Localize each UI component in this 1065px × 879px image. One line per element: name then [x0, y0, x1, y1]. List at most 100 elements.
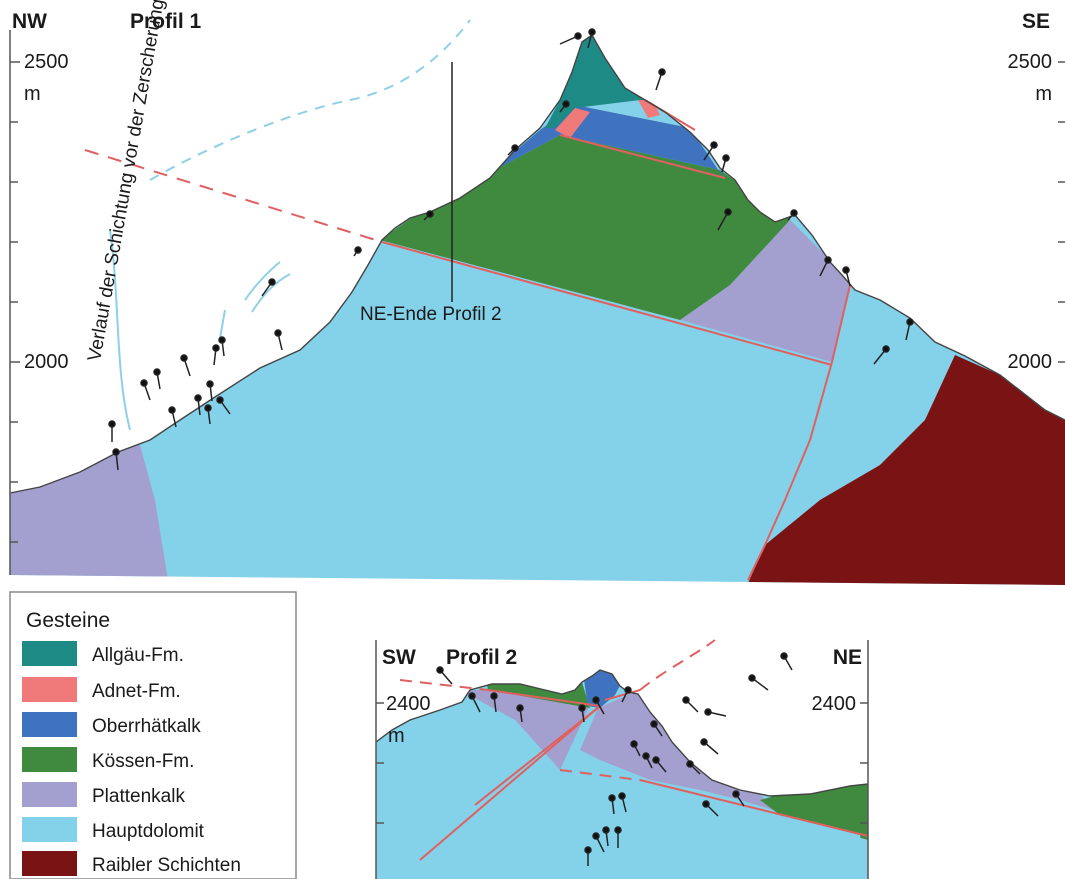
profile-1-title: Profil 1 — [130, 10, 202, 33]
fault-main-detachment — [381, 241, 833, 366]
dip-symbol — [721, 154, 730, 173]
dip-symbol — [686, 760, 701, 775]
profile-1-adnet-2 — [638, 96, 660, 118]
profile-2-terrain-outline — [375, 669, 869, 797]
dip-symbol — [592, 832, 605, 853]
profile-1-dir-right: SE — [1022, 10, 1050, 33]
legend-swatch-allgaeu — [22, 641, 77, 666]
p2-fault-dashed-lower — [559, 769, 641, 781]
profile-1: NW Profil 1 SE 2500 m 2500 m 2000 2000 V… — [9, 0, 1065, 585]
dip-symbol — [218, 336, 226, 357]
legend-label-allgaeu: Allgäu-Fm. — [92, 645, 184, 666]
dip-symbol — [717, 208, 732, 231]
profile-2-plattenkalk-left-body — [460, 690, 590, 770]
p2-fault-dashed-left — [399, 679, 489, 691]
profile-1-annotation-bedding: Verlauf der Schichtung vor der Zerscheru… — [84, 0, 169, 363]
dip-symbol — [703, 141, 718, 161]
dip-symbol — [652, 756, 667, 773]
profile-2-faults — [399, 639, 869, 861]
dip-symbol — [748, 674, 769, 691]
dip-symbol — [206, 380, 214, 402]
dip-symbol — [642, 752, 653, 769]
profile-2-axes — [375, 640, 869, 879]
profile-1-unit-right: m — [1035, 83, 1052, 105]
dip-symbol — [559, 100, 570, 113]
legend-label-adnet: Adnet-Fm. — [92, 681, 181, 702]
legend-label-raibler: Raibler Schichten — [92, 855, 241, 876]
legend-swatch-hauptdolomit — [22, 817, 77, 842]
legend-label-hauptdolomit: Hauptdolomit — [92, 821, 205, 842]
profile-1-tick-2000-left: 2000 — [24, 351, 69, 373]
dip-symbol — [274, 329, 283, 351]
legend-swatch-adnet — [22, 677, 77, 702]
profile-2-unit-left: m — [388, 725, 405, 747]
legend: Gesteine Allgäu-Fm. Adnet-Fm. Oberrhätka… — [9, 591, 297, 879]
bedding-fragment-3 — [219, 309, 226, 339]
dip-symbol — [650, 720, 663, 737]
dip-symbol — [819, 256, 832, 277]
profile-2-dir-left: SW — [382, 646, 416, 669]
p2-fault-3 — [419, 705, 601, 861]
fault-right-steep — [747, 284, 851, 581]
dip-symbol — [153, 368, 161, 390]
dip-symbol — [630, 740, 641, 757]
fault-projected-dashed — [84, 149, 383, 243]
profile-1-terrain-hauptdolomit — [10, 35, 1065, 585]
dip-symbol — [704, 708, 727, 717]
dip-symbol — [602, 826, 610, 847]
profile-2-dip-symbols — [436, 652, 793, 866]
dip-symbol — [592, 696, 605, 715]
profile-1-tick-2000-right: 2000 — [1008, 351, 1053, 373]
p2-fault-2 — [474, 705, 601, 806]
profile-2-title: Profil 2 — [446, 646, 517, 669]
legend-label-oberrhaet: Oberrhätkalk — [92, 716, 201, 737]
dip-symbol — [559, 32, 582, 45]
legend-swatch-plattenkalk — [22, 782, 77, 807]
p2-fault-1 — [487, 689, 601, 707]
dip-symbol — [702, 800, 719, 817]
dip-symbol — [608, 794, 616, 815]
dip-symbol — [587, 28, 596, 49]
dip-symbol — [780, 652, 793, 671]
dip-symbol — [468, 692, 481, 713]
legend-title: Gesteine — [26, 609, 110, 632]
bedding-line-dashed — [149, 19, 471, 181]
dip-symbol — [787, 209, 798, 221]
dip-symbol — [614, 826, 622, 848]
profile-2-hauptdolomit-lower — [376, 690, 868, 879]
dip-symbol — [112, 448, 120, 471]
dip-symbol — [618, 792, 627, 813]
profile-1-adnet — [555, 108, 590, 138]
dip-symbol — [436, 666, 453, 685]
dip-symbol — [584, 846, 592, 866]
profile-1-bedding-trace — [109, 19, 471, 431]
dip-symbol — [732, 790, 745, 807]
dip-symbol — [490, 692, 498, 713]
dip-symbol — [204, 404, 212, 425]
dip-symbol — [621, 686, 632, 703]
dip-symbol — [905, 318, 914, 341]
profile-1-plattenkalk-right — [680, 220, 850, 362]
dip-symbol — [194, 394, 202, 416]
dip-symbol — [507, 144, 519, 156]
p2-fault-4 — [604, 689, 641, 701]
dip-symbol — [180, 354, 191, 377]
bedding-line-solid — [109, 229, 131, 431]
profile-1-annotation-profile2-end: NE-Ende Profil 2 — [360, 304, 502, 325]
profile-1-tick-2500-right: 2500 — [1008, 51, 1053, 73]
profile-1-allgaeu — [545, 35, 645, 128]
profile-1-raibler — [745, 355, 1065, 585]
profile-2-tick-2400-right: 2400 — [812, 693, 857, 715]
legend-label-plattenkalk: Plattenkalk — [92, 786, 185, 807]
profile-1-axes — [9, 30, 1065, 575]
profile-2-tick-2400-left: 2400 — [386, 693, 431, 715]
dip-symbol — [140, 379, 151, 401]
fault-oberrhaet-base — [559, 134, 726, 179]
profile-1-unit-left: m — [24, 83, 41, 105]
dip-symbol — [700, 738, 719, 755]
profile-2-dir-right: NE — [833, 646, 862, 669]
dip-symbol — [682, 696, 699, 713]
legend-swatch-oberrhaet — [22, 712, 77, 737]
p2-fault-dashed-right — [639, 639, 716, 691]
profile-1-plattenkalk-left — [10, 445, 168, 580]
